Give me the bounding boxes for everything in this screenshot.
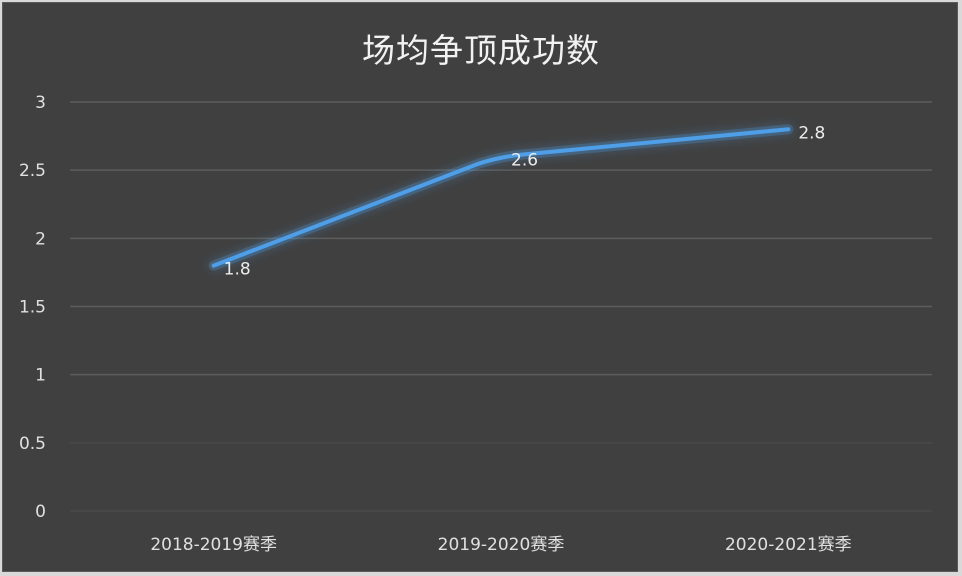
y-tick-label: 0.5	[19, 434, 46, 454]
data-labels: 1.8 2.6 2.8	[224, 123, 826, 279]
x-category-label: 2019-2020赛季	[438, 534, 565, 555]
x-category-label: 2018-2019赛季	[150, 534, 277, 555]
y-tick-label: 2.5	[19, 161, 46, 181]
x-axis: 2018-2019赛季 2019-2020赛季 2020-2021赛季	[150, 534, 851, 555]
series-line	[211, 127, 791, 268]
y-tick-label: 0	[35, 502, 46, 522]
data-series	[208, 124, 794, 271]
y-tick-label: 1.5	[19, 298, 46, 318]
chart-title: 场均争顶成功数	[362, 31, 600, 70]
data-label: 2.8	[798, 123, 825, 143]
series-line-glow	[208, 124, 794, 271]
y-tick-label: 3	[35, 93, 46, 113]
data-label: 2.6	[511, 151, 538, 171]
data-label: 1.8	[224, 260, 251, 280]
y-axis: 0 0.5 1 1.5 2 2.5 3	[19, 93, 46, 522]
gridlines	[69, 101, 933, 512]
x-category-label: 2020-2021赛季	[725, 534, 852, 555]
y-tick-label: 2	[35, 229, 46, 249]
y-tick-label: 1	[35, 366, 46, 386]
